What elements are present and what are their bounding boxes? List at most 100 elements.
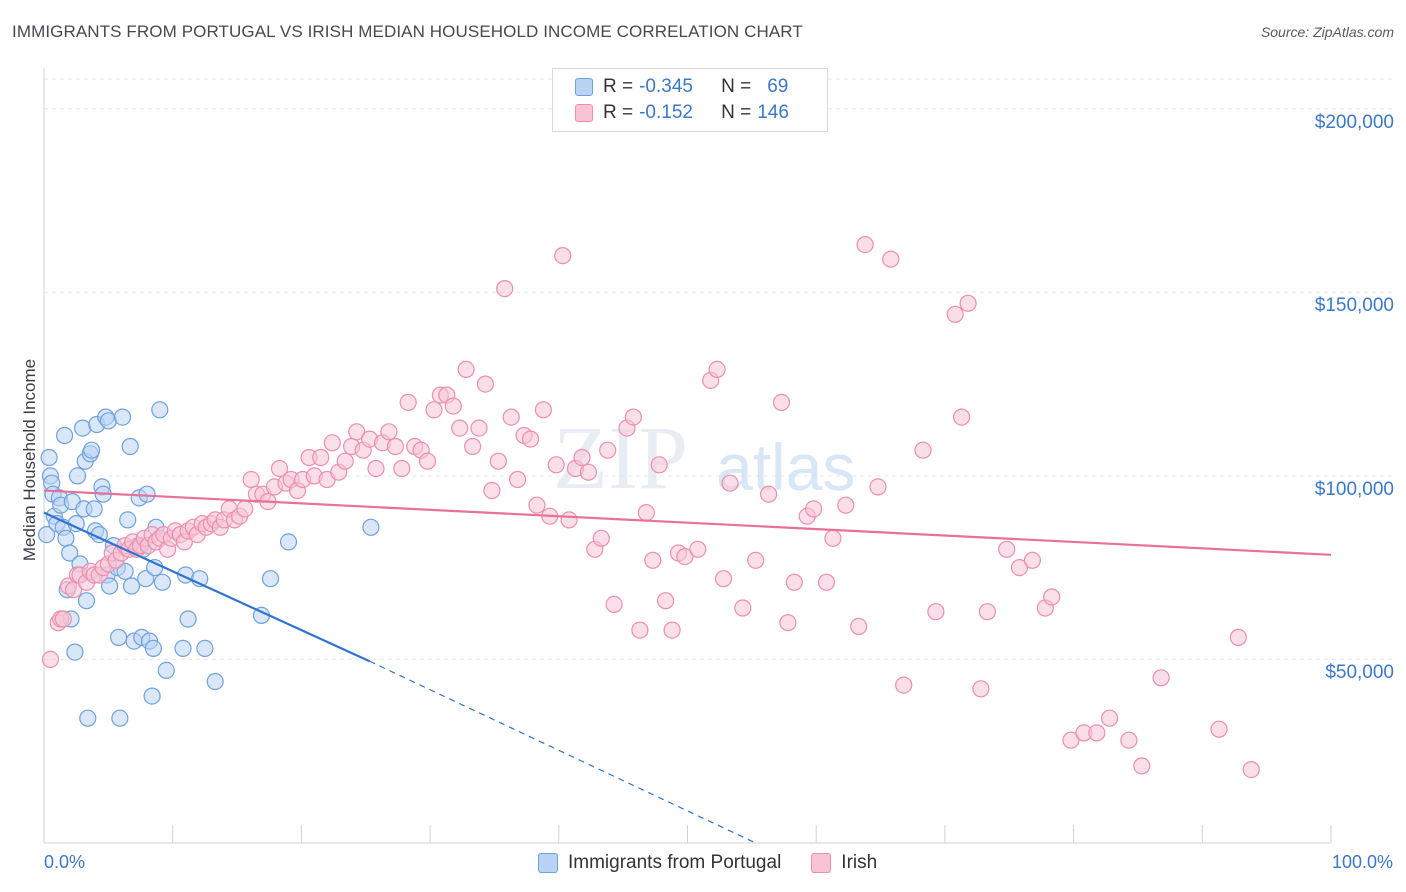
irish-point — [804, 500, 823, 518]
irish-point — [451, 419, 469, 437]
legend-label-portugal: Immigrants from Portugal — [568, 852, 782, 873]
irish-point — [464, 437, 482, 456]
portugal-legend-swatch — [538, 853, 558, 873]
irish-point — [708, 360, 726, 378]
irish-point — [689, 540, 707, 558]
irish-point — [554, 247, 572, 265]
irish-point — [242, 470, 260, 489]
irish-point — [470, 419, 488, 437]
portugal-point — [55, 426, 74, 445]
data-points — [37, 236, 1260, 779]
portugal-point — [122, 577, 141, 595]
irish-point — [1242, 760, 1260, 779]
series-legend: Immigrants from Portugal Irish — [538, 852, 907, 874]
irish-point — [895, 676, 913, 694]
irish-point — [946, 305, 964, 323]
r-label: R = — [603, 76, 634, 97]
irish-point — [869, 478, 887, 496]
portugal-point — [57, 529, 75, 547]
irish-point — [721, 474, 739, 492]
portugal-point — [138, 485, 156, 503]
irish-point — [393, 459, 411, 478]
legend-item-portugal[interactable]: Immigrants from Portugal — [538, 852, 781, 874]
portugal-point — [153, 573, 171, 591]
irish-point — [483, 481, 501, 500]
irish-point — [41, 650, 60, 669]
irish-point — [714, 570, 733, 588]
portugal-point — [137, 570, 155, 588]
irish-point — [323, 434, 341, 452]
irish-point — [624, 408, 643, 426]
chart-title: IMMIGRANTS FROM PORTUGAL VS IRISH MEDIAN… — [12, 22, 803, 41]
irish-point — [650, 456, 668, 474]
n-label: N = — [721, 102, 752, 123]
portugal-point — [279, 533, 298, 551]
irish-point — [663, 621, 681, 639]
irish-point — [1152, 669, 1170, 687]
watermark: ZIP atlas — [553, 409, 855, 508]
portugal-point — [196, 639, 214, 658]
irish-point — [1088, 724, 1106, 742]
irish-point — [489, 452, 507, 470]
irish-point — [573, 448, 591, 467]
irish-point — [476, 375, 494, 393]
irish-point — [348, 423, 366, 441]
x-tick-label-min: 0.0% — [44, 852, 86, 872]
portugal-point — [174, 639, 192, 658]
y-tick-label-50000: $50,000 — [1325, 662, 1394, 684]
irish-point — [418, 452, 437, 470]
irish-point — [972, 680, 990, 698]
irish-trend-line — [43, 489, 1332, 556]
irish-point — [850, 617, 868, 636]
irish-point — [336, 452, 354, 470]
n-label: N = — [721, 76, 752, 97]
irish-point — [978, 603, 997, 621]
irish-point — [779, 614, 797, 632]
portugal-point — [85, 500, 103, 518]
irish-legend-swatch — [811, 853, 832, 873]
portugal-point — [116, 562, 134, 580]
portugal-point — [157, 661, 175, 680]
portugal-point — [82, 441, 101, 459]
portugal-point — [121, 437, 139, 456]
r-value: -0.345 — [639, 76, 693, 97]
irish-point — [312, 448, 330, 467]
y-tick-label-100000: $100,000 — [1314, 478, 1394, 500]
stats-row-irish: R = -0.152 N = 146 — [575, 101, 789, 125]
r-label: R = — [603, 102, 634, 123]
portugal-point — [261, 570, 280, 588]
portugal-point — [111, 709, 129, 727]
portugal-point — [37, 525, 56, 544]
irish-point — [837, 496, 855, 514]
irish-point — [444, 397, 462, 415]
portugal-point — [100, 577, 119, 595]
irish-point — [236, 500, 254, 518]
irish-point — [1023, 551, 1042, 569]
irish-point — [1133, 757, 1151, 775]
portugal-point — [79, 709, 97, 727]
source-label[interactable]: Source: ZipAtlas.com — [1260, 24, 1394, 40]
irish-point — [457, 360, 475, 378]
irish-point — [592, 529, 610, 547]
irish-point — [1010, 558, 1029, 577]
irish-point — [998, 540, 1016, 558]
irish-point — [637, 503, 655, 522]
irish-point — [1043, 588, 1061, 606]
irish-point — [496, 280, 514, 298]
irish-swatch — [575, 104, 593, 122]
x-tick-label-max: 100.0% — [1331, 852, 1393, 872]
irish-point — [914, 441, 932, 459]
irish-point — [927, 603, 945, 621]
trend-lines — [43, 489, 1332, 844]
stats-legend: R = -0.345 N = 69 R = -0.152 N = 146 — [552, 68, 828, 132]
portugal-point — [143, 687, 161, 705]
irish-point — [952, 408, 971, 426]
portugal-point — [40, 448, 58, 467]
portugal-point — [68, 467, 87, 485]
irish-point — [605, 595, 623, 614]
irish-point — [747, 551, 765, 569]
irish-point — [734, 599, 752, 617]
irish-point — [676, 547, 694, 566]
irish-point — [508, 470, 527, 489]
legend-item-irish[interactable]: Irish — [811, 852, 877, 874]
